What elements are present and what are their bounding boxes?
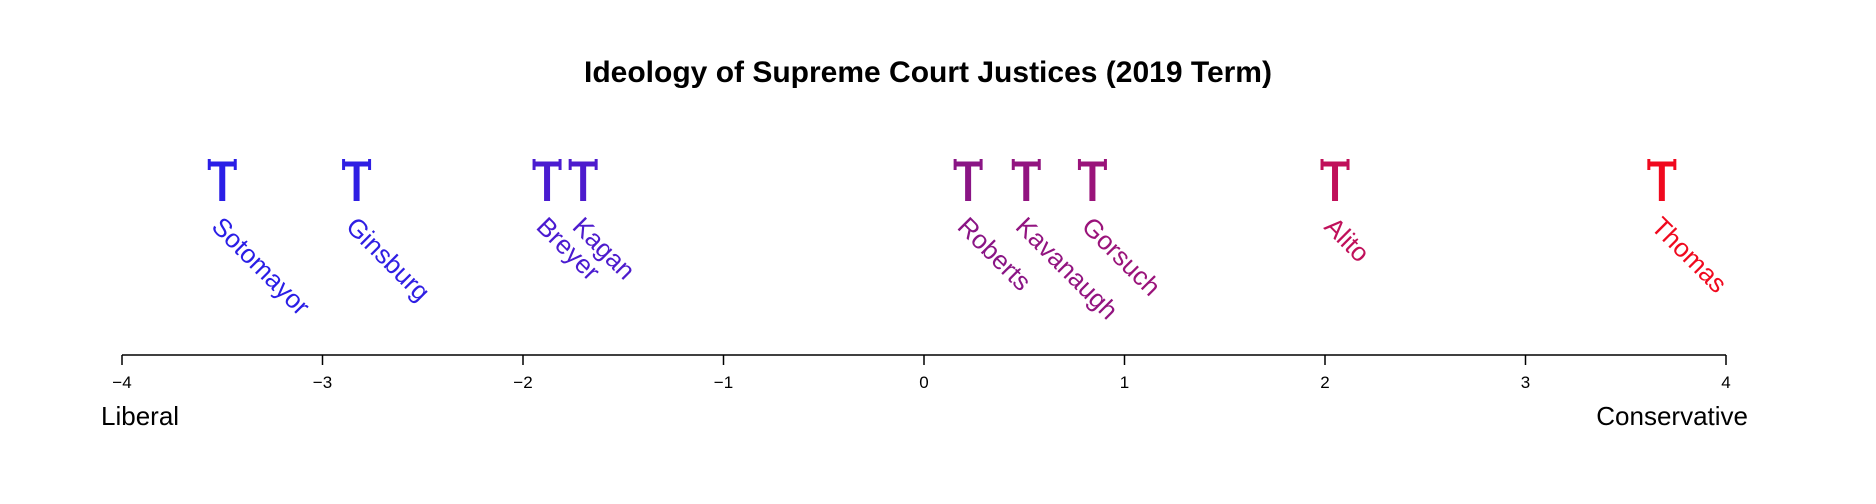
justice-marker: [1077, 159, 1107, 201]
justice-marker: [532, 159, 562, 201]
justice-label: Sotomayor: [206, 211, 316, 321]
justice-marker: [342, 159, 372, 201]
x-tick-label: −3: [313, 373, 332, 392]
justice-marker: [1320, 159, 1350, 201]
justice-label: Alito: [1319, 211, 1376, 268]
justice-marker: [1011, 159, 1041, 201]
x-tick-label: −2: [513, 373, 532, 392]
justice-marker: [953, 159, 983, 201]
x-tick-label: −4: [112, 373, 131, 392]
chart-title: Ideology of Supreme Court Justices (2019…: [584, 56, 1272, 89]
left-axis-label: Liberal: [101, 401, 179, 431]
justice-marker: [207, 159, 237, 201]
justice-marker: [1647, 159, 1677, 201]
x-tick-label: 4: [1721, 373, 1730, 392]
x-tick-label: 2: [1320, 373, 1329, 392]
right-axis-label: Conservative: [1596, 401, 1748, 431]
x-tick-label: −1: [714, 373, 733, 392]
justice-label: Ginsburg: [340, 211, 436, 307]
x-axis: −4 −3 −2 −1 0 1 2 3 4: [112, 354, 1731, 392]
justice-label: Thomas: [1646, 211, 1734, 299]
justice-marker: [568, 159, 598, 201]
x-tick-label: 0: [919, 373, 928, 392]
x-tick-label: 1: [1120, 373, 1129, 392]
x-tick-label: 3: [1521, 373, 1530, 392]
